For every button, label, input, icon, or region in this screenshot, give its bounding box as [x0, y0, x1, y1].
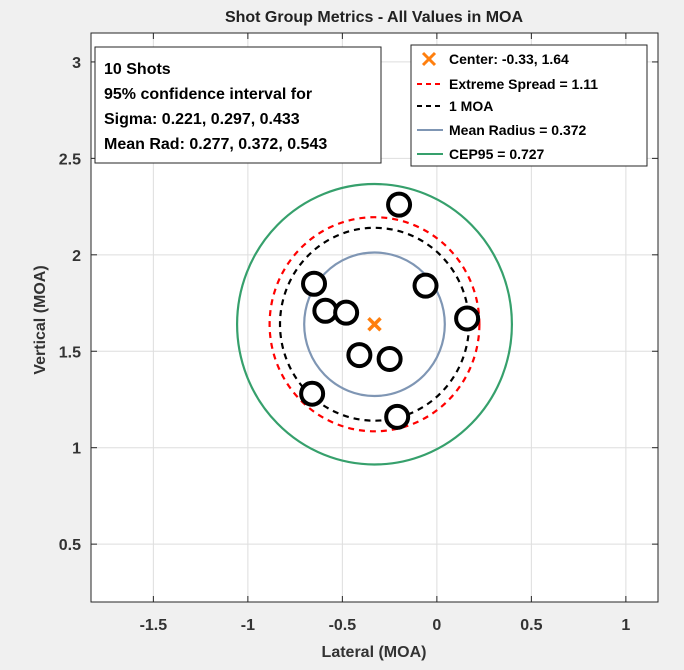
y-tick-label: 2.5 [59, 151, 81, 168]
y-tick-label: 2 [72, 248, 81, 265]
x-axis-ticks: -1.5 -1 -0.5 0 0.5 1 [140, 33, 630, 634]
legend-entry-cep95: CEP95 = 0.727 [417, 146, 545, 162]
y-axis-ticks: 0.5 1 1.5 2 2.5 3 [59, 55, 658, 554]
shot-marker [412, 272, 439, 299]
y-tick-label: 0.5 [59, 537, 81, 554]
shot-marker [384, 403, 411, 430]
info-box: 10 Shots 95% confidence interval for Sig… [94, 46, 382, 164]
shot-marker [312, 297, 339, 324]
shot-marker [376, 345, 403, 372]
legend-frame [410, 44, 648, 167]
shot-marker [454, 305, 481, 332]
legend-label-1-moa: 1 MOA [449, 98, 493, 114]
legend-label-mean-radius: Mean Radius = 0.372 [449, 122, 587, 138]
chart-title: Shot Group Metrics - All Values in MOA [225, 9, 524, 26]
legend-entry-mean-radius: Mean Radius = 0.372 [417, 122, 587, 138]
center-marker [367, 317, 382, 332]
shot-marker [346, 342, 373, 369]
y-tick-label: 3 [72, 55, 81, 72]
y-tick-label: 1.5 [59, 344, 81, 361]
legend-label-center: Center: -0.33, 1.64 [449, 51, 569, 67]
y-tick-label: 1 [72, 441, 81, 458]
shot-marker [299, 380, 326, 407]
x-tick-label: -1 [241, 617, 255, 634]
axes-frame [90, 32, 659, 603]
y-axis-label: Vertical (MOA) [32, 265, 49, 374]
info-box-line-shots: 10 Shots [104, 61, 171, 78]
shot-marker [301, 270, 328, 297]
shot-marker [333, 299, 360, 326]
info-box-line-sigma: Sigma: 0.221, 0.297, 0.433 [104, 111, 300, 128]
legend-label-extreme-spread: Extreme Spread = 1.11 [449, 76, 598, 92]
mean-radius-circle [303, 251, 446, 398]
legend: Center: -0.33, 1.64 Extreme Spread = 1.1… [410, 44, 648, 167]
legend-label-cep95: CEP95 = 0.727 [449, 146, 545, 162]
cep95-circle [235, 182, 514, 466]
x-tick-label: -1.5 [140, 617, 168, 634]
info-box-line-ci: 95% confidence interval for [104, 86, 312, 103]
info-box-line-mean-radius: Mean Rad: 0.277, 0.372, 0.543 [104, 136, 327, 153]
shot-markers [299, 191, 481, 430]
shot-marker [386, 191, 413, 218]
legend-entry-extreme-spread: Extreme Spread = 1.11 [417, 76, 598, 92]
x-tick-label: 0 [432, 617, 441, 634]
extreme-spread-circle [268, 216, 481, 433]
legend-swatch-center [421, 51, 437, 67]
legend-entry-center: Center: -0.33, 1.64 [421, 51, 569, 67]
legend-entry-1-moa: 1 MOA [417, 98, 493, 114]
x-axis-label: Lateral (MOA) [322, 644, 427, 661]
center-x-stroke-2 [367, 317, 382, 332]
x-tick-label: -0.5 [329, 617, 357, 634]
x-tick-label: 0.5 [520, 617, 542, 634]
info-box-frame [94, 46, 382, 164]
x-tick-label: 1 [621, 617, 630, 634]
